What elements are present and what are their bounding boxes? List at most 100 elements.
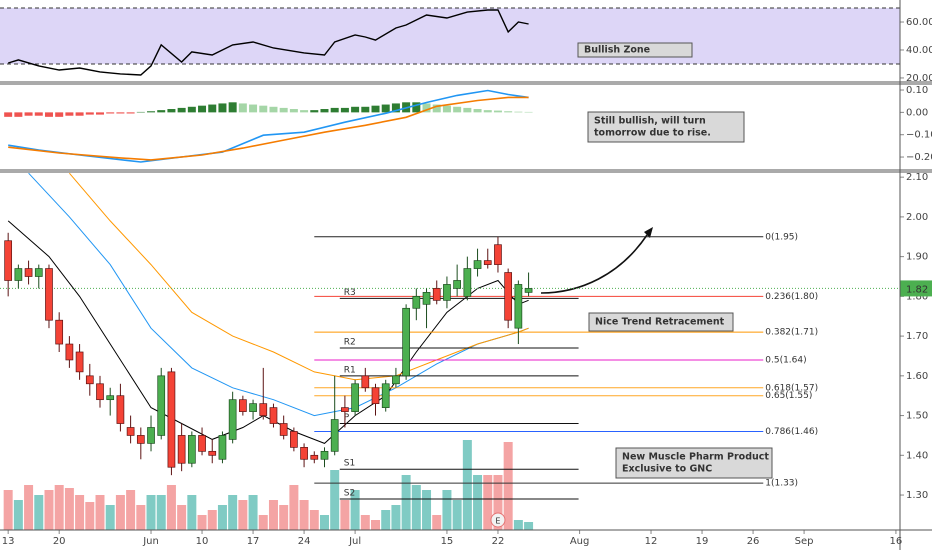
histogram-bar bbox=[453, 106, 462, 113]
histogram-bar bbox=[85, 112, 94, 115]
volume-bar bbox=[54, 485, 64, 530]
histogram-bar bbox=[55, 112, 64, 117]
candle-body bbox=[392, 375, 400, 385]
volume-bar bbox=[340, 500, 350, 530]
volume-bar bbox=[503, 442, 513, 530]
histogram-bar bbox=[361, 106, 370, 113]
fib-label: 1(1.33) bbox=[765, 479, 798, 489]
candle-body bbox=[65, 343, 74, 361]
volume-bar bbox=[13, 500, 23, 530]
candle-body bbox=[14, 268, 23, 281]
histogram-bar bbox=[65, 112, 74, 116]
histogram-bar bbox=[473, 109, 482, 113]
histogram-bar bbox=[463, 107, 472, 113]
x-tick-label: 20 bbox=[53, 536, 66, 547]
x-tick-label: 24 bbox=[298, 536, 311, 547]
candle-body bbox=[239, 399, 247, 412]
histogram-bar bbox=[218, 103, 227, 113]
volume-bar bbox=[64, 488, 74, 530]
candle-body bbox=[341, 407, 349, 412]
histogram-bar bbox=[391, 103, 400, 113]
x-tick-label: 16 bbox=[890, 536, 903, 547]
candle-body bbox=[330, 419, 339, 452]
candle-body bbox=[177, 435, 186, 464]
histogram-bar bbox=[340, 107, 349, 113]
candle-body bbox=[279, 423, 288, 436]
y-tick-label: 40.00 bbox=[906, 45, 932, 56]
volume-bar bbox=[411, 485, 421, 530]
histogram-bar bbox=[116, 112, 125, 114]
candle-body bbox=[371, 387, 380, 404]
histogram-bar bbox=[269, 106, 278, 113]
histogram-bar bbox=[228, 102, 237, 113]
histogram-bar bbox=[524, 111, 533, 113]
histogram-bar bbox=[259, 105, 268, 113]
candle-body bbox=[432, 288, 441, 301]
histogram-bar bbox=[371, 105, 380, 113]
candle-body bbox=[116, 395, 125, 424]
y-tick-label: 2.00 bbox=[906, 212, 928, 223]
candle-body bbox=[187, 435, 196, 464]
histogram-bar bbox=[320, 109, 329, 113]
histogram-bar bbox=[198, 105, 207, 113]
fib-label: 0.236(1.80) bbox=[765, 292, 818, 302]
candle-body bbox=[136, 435, 145, 444]
candle-body bbox=[45, 268, 53, 321]
histogram-bar bbox=[442, 105, 451, 113]
pivot-label: S2 bbox=[344, 489, 355, 499]
candle-body bbox=[463, 268, 472, 297]
volume-bar bbox=[319, 515, 329, 530]
volume-bar bbox=[299, 500, 309, 530]
candle-body bbox=[96, 383, 104, 401]
y-tick-label: 1.60 bbox=[906, 371, 928, 382]
histogram-bar bbox=[187, 106, 196, 113]
candle-body bbox=[228, 399, 237, 440]
histogram-bar bbox=[14, 112, 23, 117]
fib-label: 0.65(1.55) bbox=[765, 391, 812, 401]
histogram-bar bbox=[24, 112, 33, 116]
y-tick-label: −0.20 bbox=[906, 152, 932, 163]
x-tick-label: 19 bbox=[696, 536, 709, 547]
candle-body bbox=[85, 375, 94, 385]
candle-body bbox=[208, 450, 217, 456]
volume-bar bbox=[524, 522, 534, 530]
volume-bar bbox=[360, 515, 370, 530]
volume-bar bbox=[44, 490, 54, 530]
y-tick-label: 1.70 bbox=[906, 331, 928, 342]
candle-body bbox=[269, 407, 278, 424]
candle-body bbox=[453, 280, 461, 289]
histogram-bar bbox=[75, 112, 84, 116]
x-tick-label: Jul bbox=[348, 536, 361, 547]
candle-body bbox=[249, 403, 257, 412]
histogram-bar bbox=[504, 111, 513, 113]
histogram-bar bbox=[96, 112, 104, 115]
candle-body bbox=[443, 284, 451, 301]
annotation-text: Bullish Zone bbox=[584, 45, 650, 56]
candle-body bbox=[504, 272, 513, 321]
histogram-bar bbox=[432, 104, 441, 113]
last-price-label: 1.82 bbox=[906, 284, 928, 295]
volume-bar bbox=[350, 490, 360, 530]
candle-body bbox=[524, 288, 533, 293]
y-tick-label: 1.50 bbox=[906, 411, 928, 422]
pivot-label: R1 bbox=[344, 365, 356, 375]
volume-bar bbox=[187, 495, 197, 530]
candle-body bbox=[55, 319, 64, 345]
fib-label: 0.786(1.46) bbox=[765, 427, 818, 437]
candle-body bbox=[290, 431, 298, 448]
histogram-bar bbox=[208, 104, 217, 113]
volume-bar bbox=[75, 495, 85, 530]
fib-label: 0.618(1.57) bbox=[765, 383, 818, 393]
y-tick-label: 1.30 bbox=[906, 490, 928, 501]
volume-bar bbox=[228, 495, 238, 530]
volume-bar bbox=[279, 505, 289, 530]
earnings-label: E bbox=[495, 517, 500, 526]
x-tick-label: 12 bbox=[645, 536, 658, 547]
histogram-bar bbox=[422, 103, 431, 113]
histogram-bar bbox=[157, 110, 166, 113]
histogram-bar bbox=[279, 107, 288, 113]
line bbox=[7, 9, 529, 76]
annotation-box bbox=[577, 42, 693, 58]
volume-bar bbox=[248, 495, 258, 530]
